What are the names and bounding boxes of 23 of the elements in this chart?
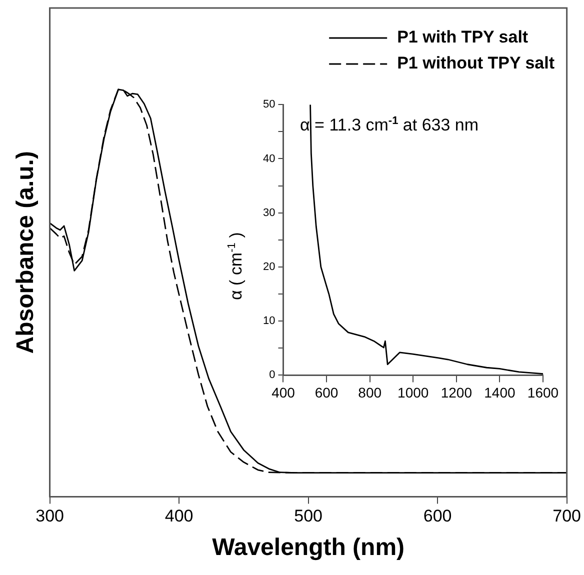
x-tick-label: 1600 [527,384,559,400]
y-tick-label: 10 [262,315,276,328]
x-tick-label: 300 [36,506,64,526]
x-tick-label: 500 [294,506,322,526]
y-tick-label: 40 [262,152,276,165]
annotation: α = 11.3 cm$^{-1}$ at 633 nm [300,115,479,136]
x-tick-label: 800 [358,384,382,400]
legend-label: P1 without TPY salt [397,54,555,73]
y-tick-label: 50 [262,98,276,111]
x-tick-label: 1200 [440,384,472,400]
legend-label: P1 with TPY salt [397,28,528,47]
x-tick-label: 1400 [484,384,516,400]
x-tick-label: 600 [314,384,338,400]
x-tick-label: 600 [423,506,452,526]
y-tick-label: 0 [269,369,276,382]
x-axis-title: Wavelength (nm) [212,534,405,562]
x-tick-label: 700 [552,506,582,526]
y-tick-label: 30 [262,206,276,219]
y-tick-label: 20 [262,260,276,273]
x-tick-label: 400 [164,506,194,526]
x-tick-label: 1000 [398,384,429,400]
x-tick-label: 400 [272,384,296,400]
y-axis-title: Absorbance (a.u.) [12,151,40,354]
